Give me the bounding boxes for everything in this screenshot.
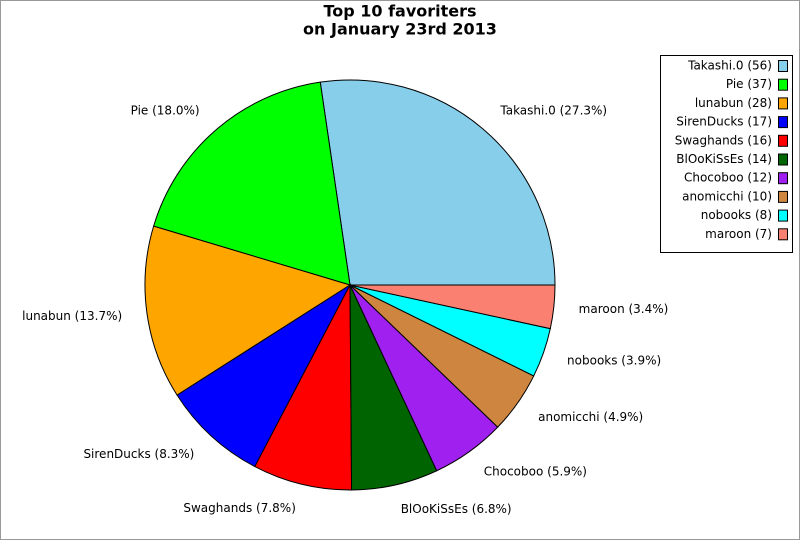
legend-label: maroon (7): [705, 227, 772, 241]
slice-label: SirenDucks (8.3%): [83, 447, 194, 461]
legend-swatch: [778, 209, 788, 222]
legend-label: BlOoKiSsEs (14): [676, 152, 772, 166]
legend-label: anomicchi (10): [682, 189, 772, 203]
legend-swatch: [778, 228, 788, 241]
slice-label: Swaghands (7.8%): [183, 501, 296, 515]
chart-title: Top 10 favoriters: [323, 2, 476, 21]
slice-label: lunabun (13.7%): [22, 309, 122, 323]
legend-label: Pie (37): [726, 77, 772, 91]
legend-swatch: [778, 97, 788, 110]
legend-swatch: [778, 172, 788, 185]
slice-label: Pie (18.0%): [131, 103, 200, 117]
legend-swatch: [778, 78, 788, 91]
legend-label: Swaghands (16): [675, 133, 772, 147]
legend-label: lunabun (28): [695, 96, 772, 110]
chart-title: on January 23rd 2013: [303, 20, 497, 39]
legend-swatch: [778, 134, 788, 147]
pie-slice: [349, 284, 556, 330]
legend-swatch: [778, 116, 788, 129]
slice-label: Chocoboo (5.9%): [484, 465, 587, 479]
legend-label: nobooks (8): [701, 208, 772, 222]
pie-slice: [144, 225, 352, 396]
legend-label: Takashi.0 (56): [687, 59, 772, 73]
pie-slice: [254, 284, 353, 491]
pie-slice: [176, 283, 352, 468]
legend-label: Chocoboo (12): [684, 171, 772, 185]
pie-slice: [319, 79, 556, 286]
legend-swatch: [778, 60, 788, 72]
slice-label: BlOoKiSsEs (6.8%): [401, 502, 512, 516]
slice-label: nobooks (3.9%): [567, 354, 661, 368]
legend-swatch: [778, 190, 788, 203]
legend-swatch: [778, 153, 788, 166]
slice-label: Takashi.0 (27.3%): [499, 103, 607, 117]
slice-label: maroon (3.4%): [579, 302, 669, 316]
legend-box: [660, 55, 793, 253]
slice-label: anomicchi (4.9%): [538, 410, 643, 424]
legend-label: SirenDucks (17): [676, 115, 772, 129]
pie-slice: [153, 81, 351, 286]
